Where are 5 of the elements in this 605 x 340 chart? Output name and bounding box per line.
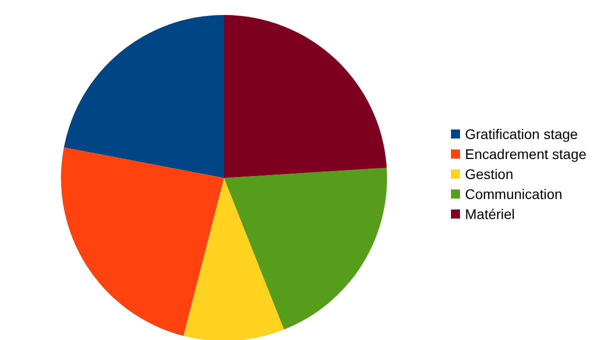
legend-label: Gestion: [465, 166, 514, 182]
legend-label: Gratification stage: [465, 126, 578, 142]
legend-label: Encadrement stage: [465, 146, 587, 162]
legend-label: Communication: [465, 186, 562, 202]
legend-label: Matériel: [465, 206, 515, 222]
